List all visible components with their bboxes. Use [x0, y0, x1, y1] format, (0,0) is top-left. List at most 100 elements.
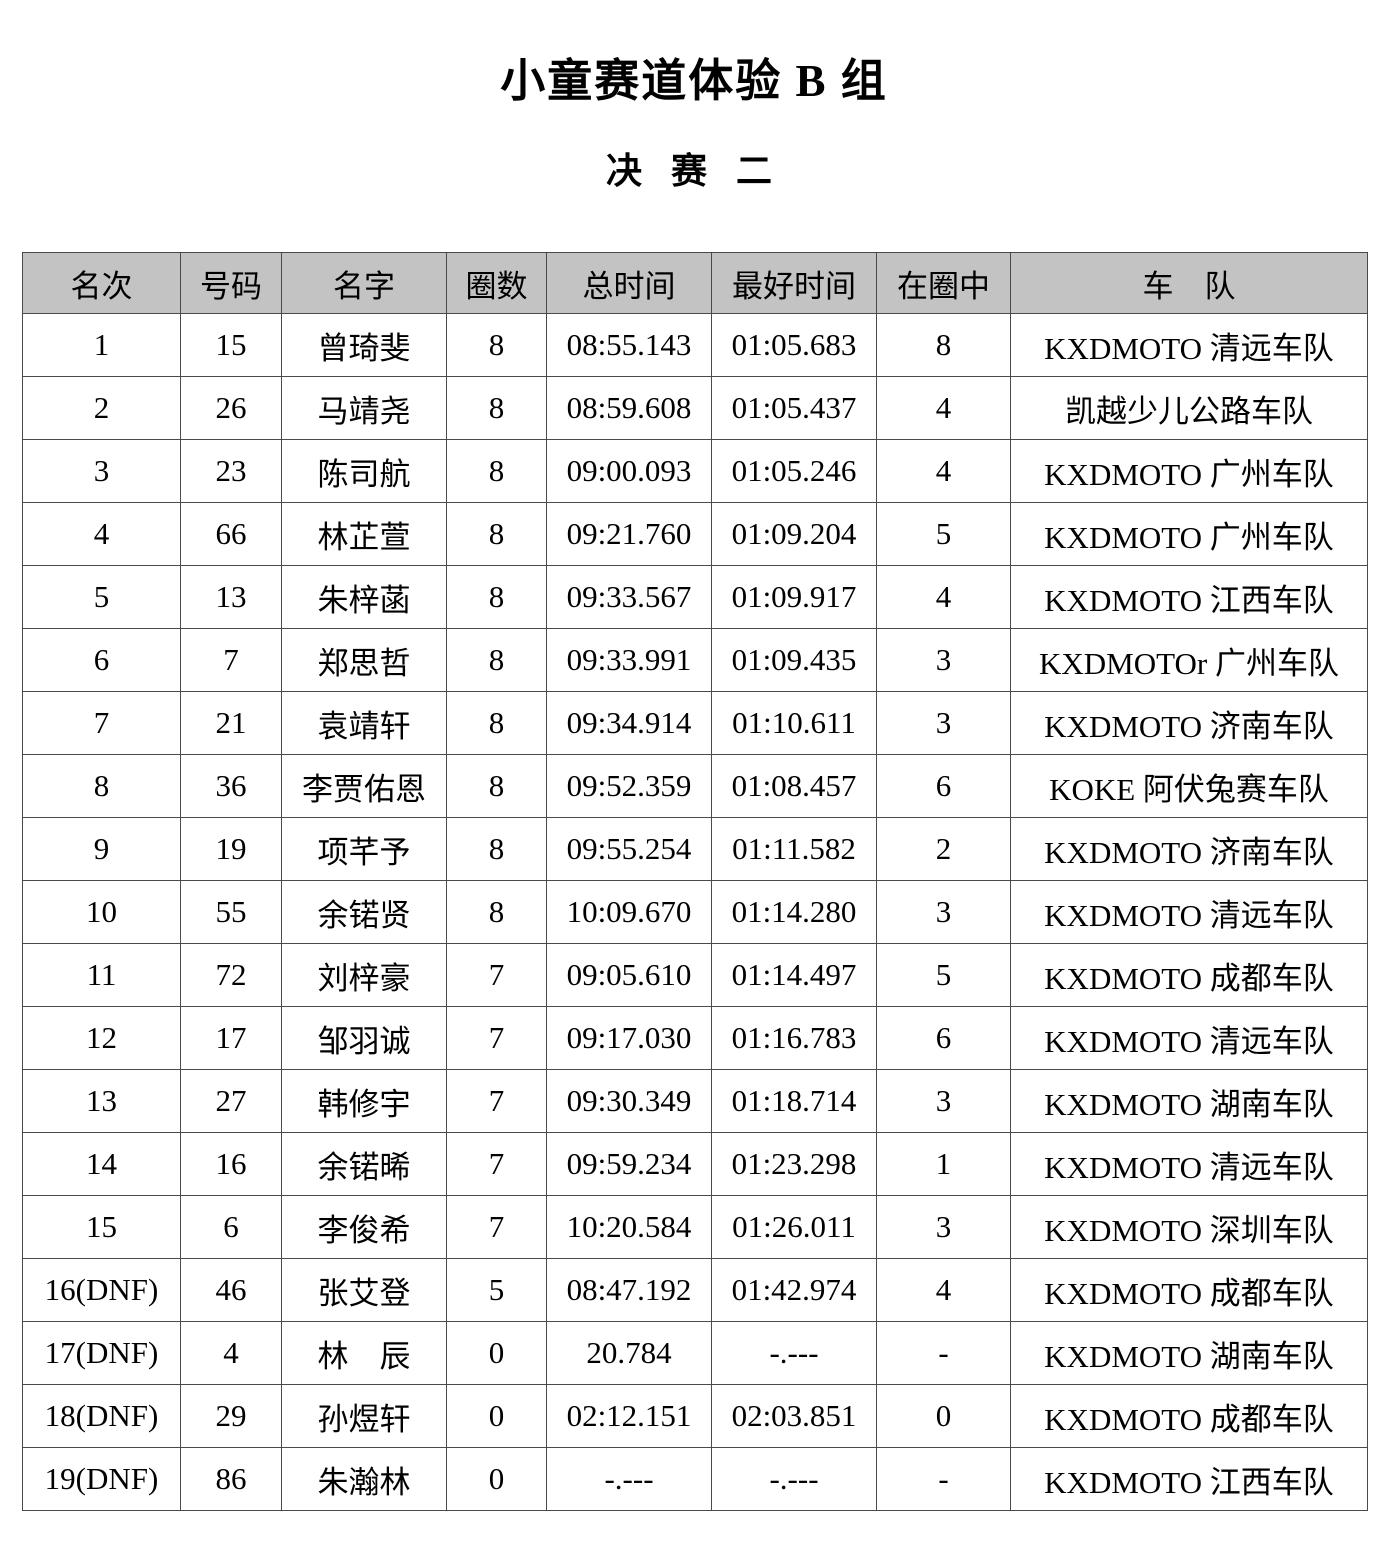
table-cell: 3 — [876, 1195, 1011, 1259]
table-cell: 01:09.435 — [711, 628, 877, 692]
table-cell: 6 — [876, 754, 1011, 818]
table-cell: 01:11.582 — [711, 817, 877, 881]
table-cell: 15 — [22, 1195, 181, 1259]
table-cell: 29 — [180, 1384, 282, 1448]
table-cell: KXDMOTO 清远车队 — [1010, 1006, 1368, 1070]
table-cell: 09:34.914 — [546, 691, 712, 755]
table-cell: 陈司航 — [281, 439, 447, 503]
table-cell: KXDMOTO 湖南车队 — [1010, 1321, 1368, 1385]
table-cell: 6 — [876, 1006, 1011, 1070]
table-cell: 12 — [22, 1006, 181, 1070]
column-header: 圈数 — [446, 252, 547, 314]
table-cell: 余锘贤 — [281, 880, 447, 944]
column-header: 总时间 — [546, 252, 712, 314]
table-cell: KXDMOTO 广州车队 — [1010, 439, 1368, 503]
table-cell: 5 — [876, 502, 1011, 566]
table-cell: 02:03.851 — [711, 1384, 877, 1448]
page-subtitle: 决 赛 二 — [605, 151, 782, 191]
table-cell: 曾琦斐 — [281, 313, 447, 377]
table-cell: KOKE 阿伏兔赛车队 — [1010, 754, 1368, 818]
table-cell: 4 — [876, 565, 1011, 629]
table-cell: 5 — [22, 565, 181, 629]
table-cell: 09:05.610 — [546, 943, 712, 1007]
table-cell: 3 — [876, 628, 1011, 692]
table-cell: 林 辰 — [281, 1321, 447, 1385]
table-cell: 01:26.011 — [711, 1195, 877, 1259]
table-row: 18(DNF) 29 孙煜轩 0 02:12.151 02:03.851 0 KXDMOTO … — [22, 1384, 1368, 1448]
table-row: 4 66 林芷萱 8 09:21.760 01:09.204 5 KXDMOTO 广州车队 — [22, 502, 1368, 566]
table-cell: 4 — [876, 376, 1011, 440]
table-cell: 3 — [876, 880, 1011, 944]
table-cell: 邹羽诚 — [281, 1006, 447, 1070]
table-cell: KXDMOTOr 广州车队 — [1010, 628, 1368, 692]
table-cell: 朱梓菡 — [281, 565, 447, 629]
table-cell: 01:14.497 — [711, 943, 877, 1007]
table-cell: 09:21.760 — [546, 502, 712, 566]
table-row: 15 6 李俊希 7 10:20.584 01:26.011 3 KXDMOTO 深圳车队 — [22, 1195, 1368, 1259]
table-row: 2 26 马靖尧 8 08:59.608 01:05.437 4 凯越少儿公路车队 — [22, 376, 1368, 440]
table-row: 3 23 陈司航 8 09:00.093 01:05.246 4 KXDMOTO 广州车队 — [22, 439, 1368, 503]
table-cell: - — [876, 1447, 1011, 1511]
table-cell: KXDMOTO 成都车队 — [1010, 1258, 1368, 1322]
table-cell: 余锘晞 — [281, 1132, 447, 1196]
column-header: 名字 — [281, 252, 447, 314]
table-cell: 09:17.030 — [546, 1006, 712, 1070]
table-cell: 01:09.917 — [711, 565, 877, 629]
table-cell: 8 — [446, 565, 547, 629]
table-cell: 10:20.584 — [546, 1195, 712, 1259]
table-cell: 16(DNF) — [22, 1258, 181, 1322]
table-cell: 01:05.683 — [711, 313, 877, 377]
table-row: 12 17 邹羽诚 7 09:17.030 01:16.783 6 KXDMOTO 清远车队 — [22, 1006, 1368, 1070]
table-row: 16(DNF) 46 张艾登 5 08:47.192 01:42.974 4 KXDMOTO … — [22, 1258, 1368, 1322]
table-cell: 0 — [446, 1321, 547, 1385]
table-cell: 01:14.280 — [711, 880, 877, 944]
table-cell: 01:10.611 — [711, 691, 877, 755]
table-cell: 0 — [446, 1384, 547, 1448]
table-cell: 17(DNF) — [22, 1321, 181, 1385]
table-cell: 17 — [180, 1006, 282, 1070]
table-cell: 6 — [22, 628, 181, 692]
table-row: 19(DNF) 86 朱瀚林 0 -.--- -.--- - KXDMOTO 江西车队 — [22, 1447, 1368, 1511]
table-cell: 09:59.234 — [546, 1132, 712, 1196]
table-cell: 2 — [22, 376, 181, 440]
table-cell: KXDMOTO 成都车队 — [1010, 1384, 1368, 1448]
table-cell: 8 — [22, 754, 181, 818]
table-cell: 01:16.783 — [711, 1006, 877, 1070]
table-cell: 13 — [180, 565, 282, 629]
table-cell: 09:30.349 — [546, 1069, 712, 1133]
table-cell: 72 — [180, 943, 282, 1007]
results-body: 1 15 曾琦斐 8 08:55.143 01:05.683 8 KXDMOTO 清远车队 2 2… — [22, 313, 1368, 1511]
table-cell: 2 — [876, 817, 1011, 881]
table-cell: 09:00.093 — [546, 439, 712, 503]
table-cell: 李俊希 — [281, 1195, 447, 1259]
page-title: 小童赛道体验 B 组 — [500, 56, 888, 106]
table-cell: 01:08.457 — [711, 754, 877, 818]
table-cell: KXDMOTO 深圳车队 — [1010, 1195, 1368, 1259]
table-row: 10 55 余锘贤 8 10:09.670 01:14.280 3 KXDMOTO 清远车队 — [22, 880, 1368, 944]
table-cell: 86 — [180, 1447, 282, 1511]
table-cell: 16 — [180, 1132, 282, 1196]
table-cell: 10:09.670 — [546, 880, 712, 944]
table-cell: 23 — [180, 439, 282, 503]
table-row: 7 21 袁靖轩 8 09:34.914 01:10.611 3 KXDMOTO 济南车队 — [22, 691, 1368, 755]
table-cell: 孙煜轩 — [281, 1384, 447, 1448]
table-cell: 10 — [22, 880, 181, 944]
table-cell: 林芷萱 — [281, 502, 447, 566]
table-cell: 01:23.298 — [711, 1132, 877, 1196]
table-cell: 08:47.192 — [546, 1258, 712, 1322]
table-cell: 马靖尧 — [281, 376, 447, 440]
table-cell: 01:09.204 — [711, 502, 877, 566]
table-cell: -.--- — [546, 1447, 712, 1511]
table-cell: 8 — [446, 313, 547, 377]
table-cell: 9 — [22, 817, 181, 881]
table-cell: 8 — [876, 313, 1011, 377]
table-cell: KXDMOTO 清远车队 — [1010, 313, 1368, 377]
table-row: 13 27 韩修宇 7 09:30.349 01:18.714 3 KXDMOTO 湖南车队 — [22, 1069, 1368, 1133]
column-header: 车 队 — [1010, 252, 1368, 314]
table-cell: 凯越少儿公路车队 — [1010, 376, 1368, 440]
table-cell: 20.784 — [546, 1321, 712, 1385]
table-cell: 7 — [22, 691, 181, 755]
table-cell: -.--- — [711, 1321, 877, 1385]
table-cell: 李贾佑恩 — [281, 754, 447, 818]
